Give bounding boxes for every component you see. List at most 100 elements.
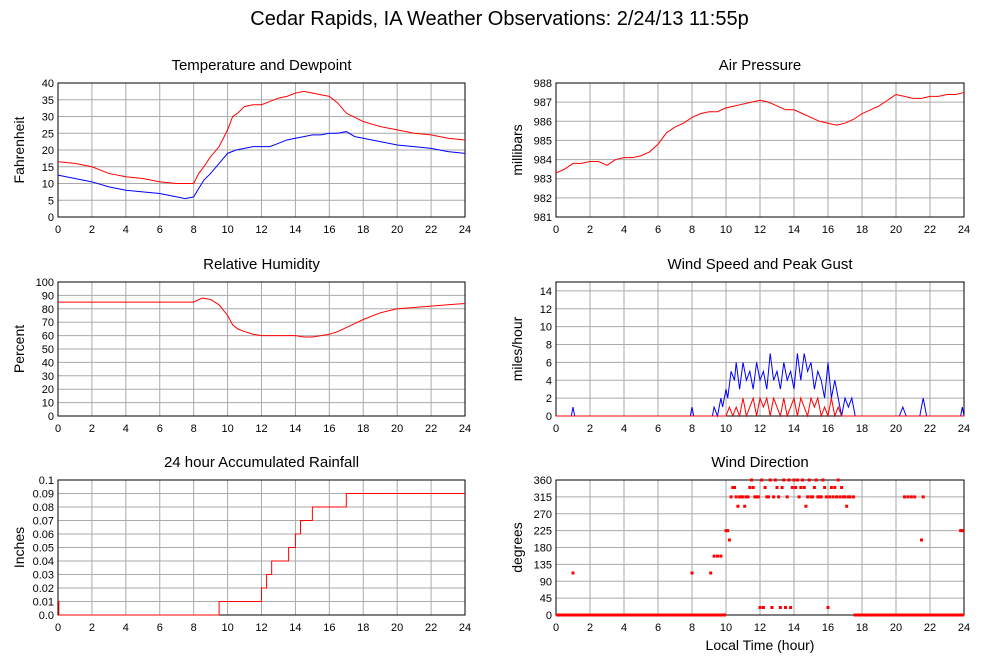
- data-point: [753, 495, 757, 499]
- data-point: [848, 495, 852, 499]
- data-point: [806, 495, 810, 499]
- data-point: [756, 495, 760, 499]
- data-point: [812, 486, 816, 489]
- data-point: [792, 478, 796, 482]
- x-tick-label: 8: [191, 224, 197, 236]
- x-tick-label: 4: [621, 423, 627, 435]
- x-tick-label: 8: [191, 622, 197, 634]
- y-tick-label: 40: [42, 357, 54, 369]
- x-tick-label: 18: [357, 224, 369, 236]
- data-point: [751, 486, 755, 489]
- y-tick-label: 135: [534, 559, 552, 571]
- y-tick-label: 45: [540, 593, 552, 605]
- data-point: [741, 495, 745, 499]
- y-tick-label: 5: [48, 195, 54, 207]
- data-point: [913, 495, 917, 499]
- data-point: [789, 606, 793, 609]
- data-point: [729, 495, 733, 499]
- y-axis-label: Percent: [11, 325, 27, 373]
- data-point: [811, 495, 815, 499]
- data-point: [845, 504, 849, 508]
- y-tick-label: 0.07: [33, 516, 54, 528]
- x-tick-label: 12: [754, 224, 766, 236]
- data-point: [819, 495, 823, 499]
- x-tick-label: 0: [553, 224, 559, 236]
- data-point: [790, 486, 794, 489]
- x-tick-label: 6: [655, 622, 661, 634]
- plot-frame: [555, 82, 965, 218]
- data-point: [731, 486, 735, 489]
- y-tick-label: 984: [534, 155, 552, 167]
- x-tick-label: 8: [689, 622, 695, 634]
- y-tick-label: 982: [534, 193, 552, 205]
- x-tick-label: 16: [822, 423, 834, 435]
- x-tick-label: 6: [157, 622, 163, 634]
- x-tick-label: 22: [425, 224, 437, 236]
- x-tick-label: 20: [391, 224, 403, 236]
- y-tick-label: 180: [534, 543, 552, 555]
- x-tick-label: 0: [55, 224, 61, 236]
- x-tick-label: 14: [788, 224, 800, 236]
- y-tick-label: 6: [546, 357, 552, 369]
- x-tick-label: 0: [553, 423, 559, 435]
- x-tick-label: 6: [655, 224, 661, 236]
- data-point: [959, 529, 963, 533]
- x-tick-label: 12: [255, 423, 267, 435]
- y-tick-label: 2: [546, 393, 552, 405]
- x-tick-label: 20: [890, 622, 902, 634]
- x-tick-label: 22: [924, 622, 936, 634]
- y-tick-label: 986: [534, 116, 552, 128]
- x-tick-label: 18: [856, 622, 868, 634]
- x-tick-label: 2: [587, 224, 593, 236]
- plot-frame: [57, 281, 466, 417]
- x-tick-label: 20: [890, 423, 902, 435]
- x-tick-label: 2: [89, 423, 95, 435]
- y-axis-label: miles/hour: [509, 316, 525, 381]
- x-tick-label: 4: [123, 622, 129, 634]
- data-point: [733, 486, 736, 489]
- data-point: [744, 495, 748, 499]
- y-tick-label: 35: [42, 95, 54, 107]
- data-point: [765, 495, 769, 499]
- x-tick-label: 4: [123, 224, 129, 236]
- x-tick-label: 0: [55, 622, 61, 634]
- data-point: [719, 554, 723, 558]
- x-tick-label: 10: [720, 423, 732, 435]
- data-point: [770, 606, 774, 609]
- data-point: [809, 495, 813, 499]
- series-line-0: [58, 493, 465, 616]
- chart-title: Relative Humidity: [203, 256, 320, 273]
- x-tick-label: 16: [323, 423, 335, 435]
- x-tick-label: 10: [221, 224, 233, 236]
- data-point: [755, 495, 759, 499]
- data-point: [802, 486, 806, 489]
- y-tick-label: 20: [42, 145, 54, 157]
- data-point: [960, 529, 964, 533]
- y-tick-label: 0.06: [33, 529, 54, 541]
- data-point: [852, 495, 855, 499]
- x-tick-label: 14: [788, 622, 800, 634]
- x-tick-label: 4: [123, 423, 129, 435]
- data-point: [739, 495, 743, 499]
- data-point: [760, 478, 764, 482]
- data-point: [841, 495, 845, 499]
- y-tick-label: 20: [42, 384, 54, 396]
- series-line-1: [556, 396, 964, 418]
- data-point: [814, 478, 818, 482]
- data-point: [773, 478, 777, 482]
- data-point: [797, 495, 801, 499]
- x-tick-label: 2: [587, 423, 593, 435]
- plot-frame: [555, 479, 965, 616]
- y-tick-label: 30: [42, 112, 54, 124]
- x-tick-label: 4: [621, 622, 627, 634]
- chart-title: Wind Direction: [711, 454, 809, 471]
- plot-frame: [555, 281, 965, 417]
- y-tick-label: 25: [42, 128, 54, 140]
- x-tick-label: 24: [459, 423, 471, 435]
- data-point: [724, 529, 728, 533]
- data-point: [920, 538, 923, 542]
- y-axis-label: Fahrenheit: [11, 116, 27, 183]
